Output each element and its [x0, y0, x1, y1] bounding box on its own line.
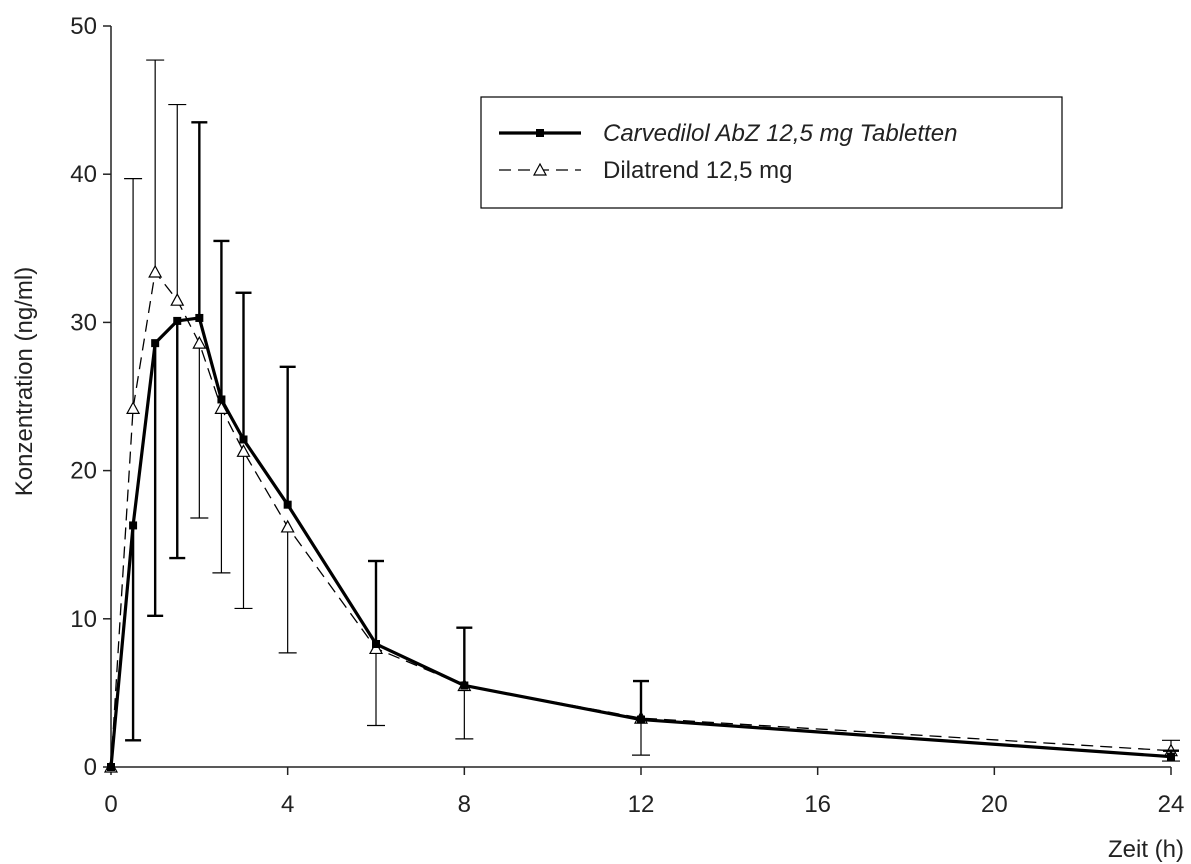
legend-label: Carvedilol AbZ 12,5 mg Tabletten	[603, 120, 957, 147]
series-0	[107, 121, 1179, 771]
data-point	[126, 401, 141, 414]
data-point	[280, 519, 295, 533]
series-line	[109, 316, 1172, 768]
y-tick-label: 10	[70, 606, 97, 633]
y-tick-label: 30	[70, 309, 97, 336]
x-tick-label: 8	[458, 791, 471, 818]
series-line	[110, 271, 1172, 768]
data-point	[239, 435, 248, 444]
x-tick-label: 16	[804, 791, 831, 818]
plot-area	[103, 59, 1180, 773]
legend-box	[480, 96, 1063, 209]
legend: Carvedilol AbZ 12,5 mg Tabletten Dilatren…	[480, 96, 1063, 209]
data-point	[195, 313, 204, 322]
data-point	[192, 335, 207, 349]
y-tick-label: 0	[84, 754, 97, 781]
x-tick-label: 12	[628, 791, 655, 818]
data-point	[283, 500, 292, 509]
legend-swatch-marker	[536, 129, 544, 137]
data-point	[637, 715, 645, 724]
data-point	[170, 292, 185, 306]
data-point	[107, 763, 115, 771]
legend-items: Carvedilol AbZ 12,5 mg Tabletten Dilatren…	[499, 120, 957, 184]
x-tick-label: 4	[281, 791, 294, 818]
data-point	[148, 264, 163, 278]
data-point	[151, 339, 160, 348]
data-point	[1167, 752, 1175, 761]
x-tick-label: 24	[1158, 791, 1185, 818]
y-tick-label: 20	[70, 458, 97, 485]
x-tick-label: 0	[104, 791, 117, 818]
y-axis-label: Konzentration (ng/ml)	[11, 267, 38, 496]
data-point	[129, 521, 138, 530]
data-point	[372, 639, 380, 648]
y-tick-label: 40	[70, 161, 97, 188]
legend-label: Dilatrend 12,5 mg	[603, 157, 792, 184]
x-axis-label: Zeit (h)	[1108, 836, 1184, 863]
axis-ticks: 0 10 20 30 40 50 0 4 8 12 16 20 24	[70, 13, 1184, 818]
y-tick-label: 50	[70, 13, 97, 40]
data-point	[460, 681, 469, 690]
data-point	[236, 444, 251, 457]
legend-swatch-marker	[532, 162, 548, 176]
data-point	[173, 316, 182, 325]
data-point	[217, 395, 226, 404]
x-tick-label: 20	[981, 791, 1008, 818]
